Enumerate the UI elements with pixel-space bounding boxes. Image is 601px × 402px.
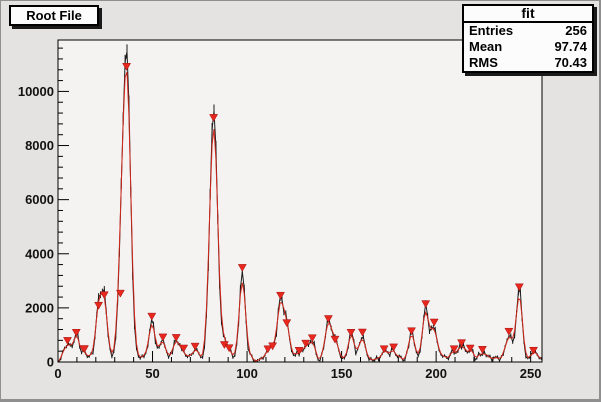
peak-marker-icon (357, 328, 367, 337)
y-tick-label: 10000 (18, 84, 54, 99)
peak-marker-icon (346, 329, 356, 337)
stats-label: Entries (469, 23, 514, 38)
x-tick-label: 100 (236, 366, 258, 381)
peak-marker-icon (276, 291, 285, 300)
y-tick-label: 0 (47, 355, 54, 370)
plot-frame[interactable] (57, 39, 543, 363)
peak-marker-icon (263, 345, 273, 354)
peak-marker-icon (115, 289, 125, 298)
x-axis: 0 50 100 150 200 250 (54, 351, 542, 381)
peak-marker-icon (449, 345, 459, 354)
x-tick-label: 250 (520, 366, 542, 381)
peak-marker-icon (179, 344, 189, 353)
peak-marker-icon (389, 343, 399, 352)
peak-marker-icon (94, 301, 104, 310)
peak-marker-icon (282, 319, 292, 328)
x-tick-label: 150 (331, 366, 353, 381)
stats-value: 97.74 (554, 39, 587, 54)
x-tick-label: 0 (54, 366, 61, 381)
peak-marker-icon (147, 312, 157, 321)
peak-marker-icon (429, 318, 439, 327)
peak-marker-icon (224, 344, 234, 353)
peak-marker-icon (171, 334, 181, 342)
histogram-title-box[interactable]: Root File (9, 5, 99, 26)
x-tick-label: 200 (425, 366, 447, 381)
peak-marker-icon (294, 347, 304, 355)
peak-marker-icon (323, 315, 333, 324)
peak-marker-icon (307, 334, 317, 343)
peak-marker-icon (330, 335, 340, 344)
peak-marker-icon (529, 346, 538, 355)
peak-marker-icon (190, 342, 200, 351)
stats-value: 256 (565, 23, 587, 38)
peak-marker-icon (80, 345, 89, 354)
peak-marker-icon (209, 114, 219, 122)
peak-marker-icon (71, 329, 81, 337)
peak-marker-icon (63, 337, 72, 345)
peak-marker-icon (268, 342, 278, 351)
peak-marker-icon (457, 339, 467, 348)
y-tick-label: 8000 (25, 138, 54, 153)
peak-marker-icon (379, 345, 389, 354)
stats-row-rms: RMS 70.43 (464, 55, 592, 71)
peak-marker-icon (421, 300, 431, 309)
y-tick-label: 4000 (25, 246, 54, 261)
peak-marker-icon (504, 327, 514, 336)
y-tick-label: 6000 (25, 192, 54, 207)
stats-title: fit (464, 6, 592, 23)
peak-marker-icon (237, 264, 247, 272)
x-tick-label: 50 (145, 366, 159, 381)
peak-marker-icon (514, 283, 524, 292)
y-tick-label: 2000 (25, 300, 54, 315)
peak-marker-icon (122, 63, 132, 71)
stats-label: RMS (469, 55, 498, 70)
peak-marker-icon (301, 339, 311, 348)
stats-row-entries: Entries 256 (464, 23, 592, 39)
peak-marker-icon (158, 333, 168, 342)
peak-markers (63, 63, 538, 355)
stats-value: 70.43 (554, 55, 587, 70)
histogram-title: Root File (26, 8, 82, 23)
stats-box[interactable]: fit Entries 256 Mean 97.74 RMS 70.43 (462, 4, 594, 73)
stats-label: Mean (469, 39, 503, 54)
y-axis: 0 2000 4000 6000 8000 10000 (18, 47, 69, 370)
peak-marker-icon (477, 346, 487, 354)
peak-marker-icon (465, 344, 475, 353)
peak-marker-icon (99, 291, 109, 300)
stats-row-mean: Mean 97.74 (464, 39, 592, 55)
peak-marker-icon (407, 327, 416, 336)
